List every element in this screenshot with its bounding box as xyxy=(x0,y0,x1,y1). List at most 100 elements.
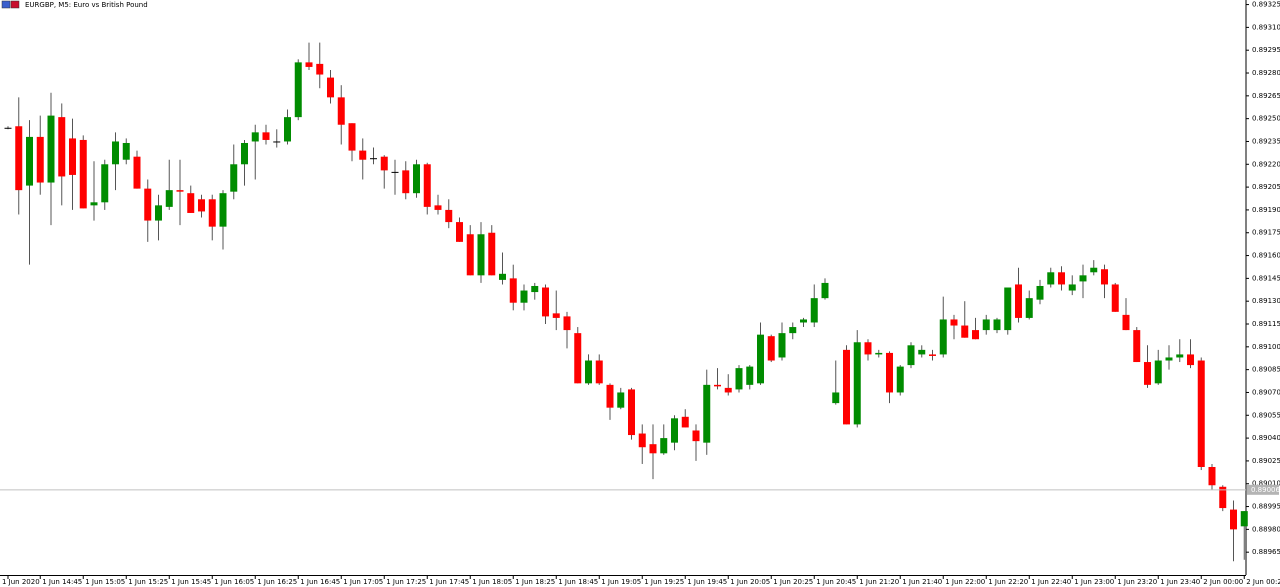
candle-body xyxy=(692,430,700,442)
candle-body xyxy=(875,352,883,355)
x-tick-label: 1 Jun 17:05 xyxy=(343,578,383,586)
x-tick-label: 1 Jun 18:25 xyxy=(515,578,555,586)
candle-body xyxy=(606,384,614,408)
candle-body xyxy=(133,156,141,189)
candle-body xyxy=(617,392,625,408)
candle-body xyxy=(1058,272,1065,285)
candle-body xyxy=(628,389,635,436)
x-tick-label: 1 Jun 19:45 xyxy=(687,578,727,586)
candle-body xyxy=(993,319,1001,331)
candle-body xyxy=(165,190,173,207)
candle-body xyxy=(1165,357,1173,361)
candle-body xyxy=(778,333,786,358)
candle-body xyxy=(316,63,324,75)
candle-body xyxy=(337,97,345,125)
candle-body xyxy=(370,158,377,160)
candle-body xyxy=(767,336,775,361)
candle-body xyxy=(961,325,969,338)
candle-body xyxy=(864,342,872,355)
candle-body xyxy=(402,170,410,194)
y-tick-label: 0.89265 xyxy=(1252,92,1280,100)
y-tick-label: 0.89025 xyxy=(1252,457,1280,465)
x-tick-label: 1 Jun 19:25 xyxy=(644,578,684,586)
y-tick-label: 0.89325 xyxy=(1252,1,1280,9)
x-tick-label: 2 Jun 00:20 xyxy=(1246,578,1280,586)
candle-body xyxy=(1004,287,1012,331)
candle-body xyxy=(456,222,463,242)
x-tick-label: 1 Jun 20:05 xyxy=(730,578,770,586)
candle-body xyxy=(1208,466,1216,486)
candle-body xyxy=(79,139,87,209)
candle-body xyxy=(649,444,657,454)
candle-body xyxy=(1144,362,1151,385)
candle-body xyxy=(499,273,506,280)
y-tick-label: 0.89160 xyxy=(1252,252,1280,260)
x-tick-label: 1 Jun 16:25 xyxy=(257,578,297,586)
candle-body xyxy=(26,136,33,186)
candle-body xyxy=(445,209,453,223)
candle-body xyxy=(198,199,205,212)
candle-body xyxy=(660,438,668,454)
x-tick-label: 1 Jun 15:25 xyxy=(128,578,168,586)
candle-body xyxy=(918,349,926,355)
y-tick-label: 0.89055 xyxy=(1252,411,1280,419)
candle-body xyxy=(1025,298,1033,318)
candle-body xyxy=(1230,509,1237,530)
x-tick-label: 1 Jun 2020 xyxy=(2,578,40,586)
candle-body xyxy=(69,138,76,175)
candle-body xyxy=(843,349,850,425)
x-tick-label: 1 Jun 20:45 xyxy=(816,578,856,586)
candle-body xyxy=(391,171,399,173)
candle-body xyxy=(122,142,130,160)
x-tick-label: 1 Jun 18:45 xyxy=(558,578,598,586)
y-tick-label: 0.89070 xyxy=(1252,388,1280,396)
y-tick-label: 0.89205 xyxy=(1252,183,1280,191)
candle-body xyxy=(1122,314,1130,331)
candle-body xyxy=(477,234,485,276)
candle-body xyxy=(1079,275,1087,282)
candle-body xyxy=(413,164,420,194)
y-tick-label: 0.88995 xyxy=(1252,503,1280,511)
candle-body xyxy=(155,205,162,221)
candle-body xyxy=(36,136,44,183)
candle-body xyxy=(112,141,119,165)
candle-body xyxy=(294,62,302,118)
x-tick-label: 1 Jun 15:05 xyxy=(85,578,125,586)
candle-body xyxy=(1240,511,1248,527)
y-tick-label: 0.89130 xyxy=(1252,297,1280,305)
y-tick-label: 0.89145 xyxy=(1252,274,1280,282)
candle-body xyxy=(950,319,958,326)
candle-body xyxy=(757,334,764,384)
candle-body xyxy=(284,117,291,142)
candle-body xyxy=(595,360,603,384)
candle-body xyxy=(520,290,528,303)
y-tick-label: 0.89175 xyxy=(1252,229,1280,237)
candle-body xyxy=(638,433,646,448)
candle-body xyxy=(724,387,732,393)
y-tick-label: 0.89250 xyxy=(1252,115,1280,123)
x-tick-label: 1 Jun 16:05 xyxy=(214,578,254,586)
candle-body xyxy=(219,193,227,227)
candle-body xyxy=(348,123,356,151)
candle-body xyxy=(542,287,549,317)
x-tick-label: 1 Jun 16:45 xyxy=(300,578,340,586)
y-tick-label: 0.89085 xyxy=(1252,366,1280,374)
y-tick-label: 0.88965 xyxy=(1252,548,1280,556)
y-tick-label: 0.89295 xyxy=(1252,46,1280,54)
candle-body xyxy=(380,156,388,171)
candle-body xyxy=(789,327,797,334)
candle-body xyxy=(821,282,829,299)
x-tick-label: 1 Jun 19:05 xyxy=(601,578,641,586)
x-tick-label: 2 Jun 00:00 xyxy=(1203,578,1243,586)
candle-body xyxy=(982,319,990,331)
y-tick-label: 0.89010 xyxy=(1252,480,1280,488)
candle-body xyxy=(58,117,66,177)
candle-body xyxy=(230,164,238,192)
y-tick-label: 0.89235 xyxy=(1252,137,1280,145)
candle-body xyxy=(1036,285,1044,300)
x-tick-label: 1 Jun 17:25 xyxy=(386,578,426,586)
x-tick-label: 1 Jun 22:40 xyxy=(1031,578,1071,586)
candle-body xyxy=(972,330,979,340)
candle-body xyxy=(208,199,216,227)
